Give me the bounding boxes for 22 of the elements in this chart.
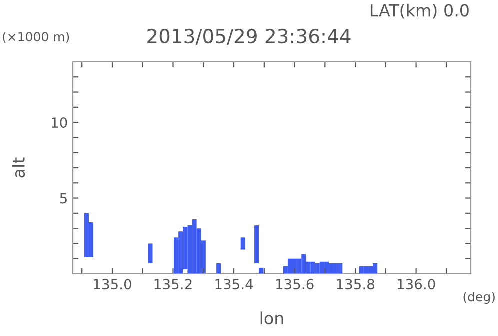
bar xyxy=(216,263,222,274)
bar xyxy=(328,263,334,274)
x-axis-title: lon xyxy=(260,312,284,325)
bar xyxy=(254,226,260,264)
x-tick-label: 135.2 xyxy=(154,279,192,290)
bar xyxy=(259,268,264,274)
bar xyxy=(148,244,153,264)
text: (×1000 m) xyxy=(3,32,70,44)
bar xyxy=(240,238,246,250)
chart-title: 2013/05/29 23:36:44 xyxy=(148,28,351,46)
x-tick-label: 135.8 xyxy=(337,279,374,290)
bar xyxy=(368,266,374,274)
y-axis-title: alt xyxy=(12,158,26,178)
y-tick-label: 10 xyxy=(52,118,68,128)
x-tick-label: 135.4 xyxy=(216,279,254,290)
bar xyxy=(288,258,293,274)
x-tick-label: 135.6 xyxy=(276,279,314,290)
chart-subtitle: LAT(km) 0.0 xyxy=(370,4,469,19)
y-tick-label: 5 xyxy=(60,193,67,204)
text: (deg) xyxy=(464,292,495,304)
x-tick-label: 135.0 xyxy=(94,279,132,290)
x-tick-label: 136.0 xyxy=(398,279,436,290)
